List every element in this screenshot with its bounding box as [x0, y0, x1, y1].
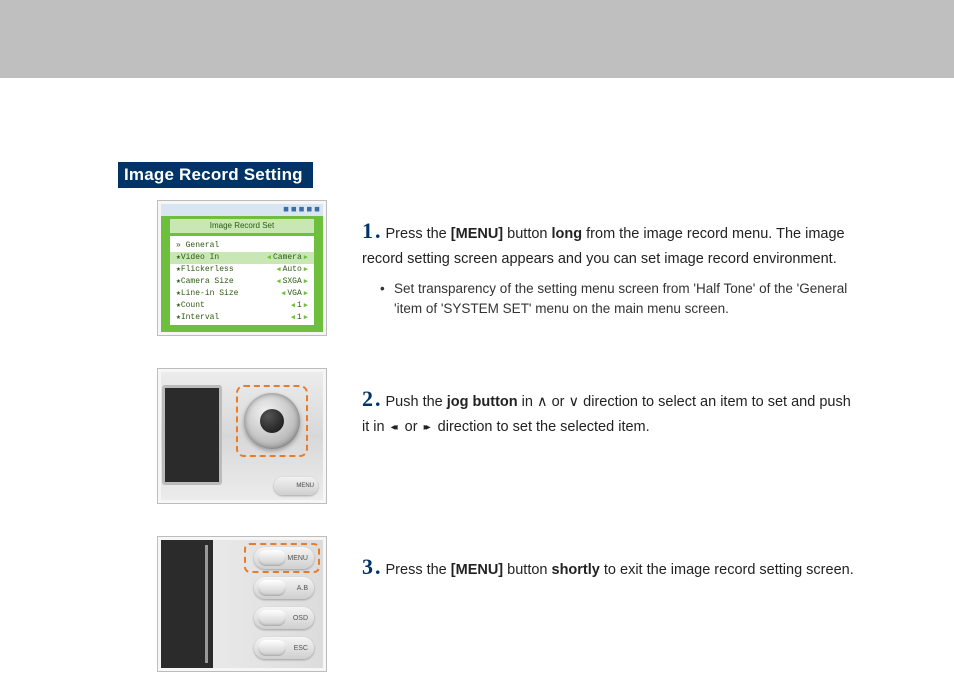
forward-icon: ▸▸	[422, 420, 434, 436]
text: button	[503, 226, 551, 242]
text: button	[503, 562, 551, 578]
step-dot: .	[375, 386, 381, 411]
thumbnail-menu-screen: ◼ ◼ ◼ ◼ ◼ Image Record Set » General ★Vi…	[157, 200, 327, 336]
menu-header: Image Record Set	[170, 219, 314, 233]
step-2: MENU 2.Push the jog button in ∧ or ∨ dir…	[157, 368, 857, 504]
rewind-icon: ◂◂	[389, 420, 401, 436]
menu-row: ★Count◀1▶	[176, 300, 308, 312]
step-1: ◼ ◼ ◼ ◼ ◼ Image Record Set » General ★Vi…	[157, 200, 857, 336]
menu-button-small: MENU	[274, 477, 318, 495]
step-number: 2	[362, 386, 373, 411]
side-tab	[820, 0, 864, 78]
menu-row: » General	[176, 240, 308, 252]
bullet-icon: •	[380, 279, 394, 321]
text-bold: shortly	[552, 562, 600, 578]
text: Press the	[386, 226, 451, 242]
text-bold: [MENU]	[451, 226, 503, 242]
text-bold: [MENU]	[451, 562, 503, 578]
thumbnail-menu-button: MENU A.B OSD ESC	[157, 536, 327, 672]
text: direction to set the selected item.	[434, 419, 650, 435]
device-button: ESC	[254, 637, 314, 659]
step-2-text: 2.Push the jog button in ∧ or ∨ directio…	[362, 368, 857, 439]
bullet-block: • Set transparency of the setting menu s…	[362, 279, 857, 321]
section-title: Image Record Setting	[118, 162, 313, 188]
thumbnail-jog-button: MENU	[157, 368, 327, 504]
device-button: A.B	[254, 577, 314, 599]
content-area: ◼ ◼ ◼ ◼ ◼ Image Record Set » General ★Vi…	[157, 200, 857, 672]
menu-row: ★Flickerless◀Auto▶	[176, 264, 308, 276]
menu-row: ★Video In◀Camera▶	[170, 252, 314, 264]
step-3-text: 3. Press the [MENU] button shortly to exi…	[362, 536, 857, 584]
text: Push the	[386, 394, 447, 410]
step-dot: .	[375, 554, 381, 579]
menu-row: ★Camera Size◀SXGA▶	[176, 276, 308, 288]
menu-row: ★Line-in Size◀VGA▶	[176, 288, 308, 300]
text: or	[401, 419, 422, 435]
bullet-text: Set transparency of the setting menu scr…	[394, 279, 857, 321]
step-1-text: 1.Press the [MENU] button long from the …	[362, 200, 857, 320]
step-dot: .	[375, 218, 381, 243]
text-bold: jog button	[447, 394, 518, 410]
status-icons: ◼ ◼ ◼ ◼ ◼	[283, 205, 320, 213]
text-bold: long	[552, 226, 583, 242]
step-3: MENU A.B OSD ESC 3. Press the [MENU] button …	[157, 536, 857, 672]
device-button: MENU	[254, 547, 314, 569]
top-bar	[0, 0, 954, 78]
device-button: OSD	[254, 607, 314, 629]
step-number: 1	[362, 218, 373, 243]
text: to exit the image record setting screen.	[600, 562, 854, 578]
menu-row: ★Interval◀1▶	[176, 312, 308, 324]
text: Press the	[386, 562, 451, 578]
menu-panel: » General ★Video In◀Camera▶ ★Flickerless…	[170, 236, 314, 325]
step-number: 3	[362, 554, 373, 579]
